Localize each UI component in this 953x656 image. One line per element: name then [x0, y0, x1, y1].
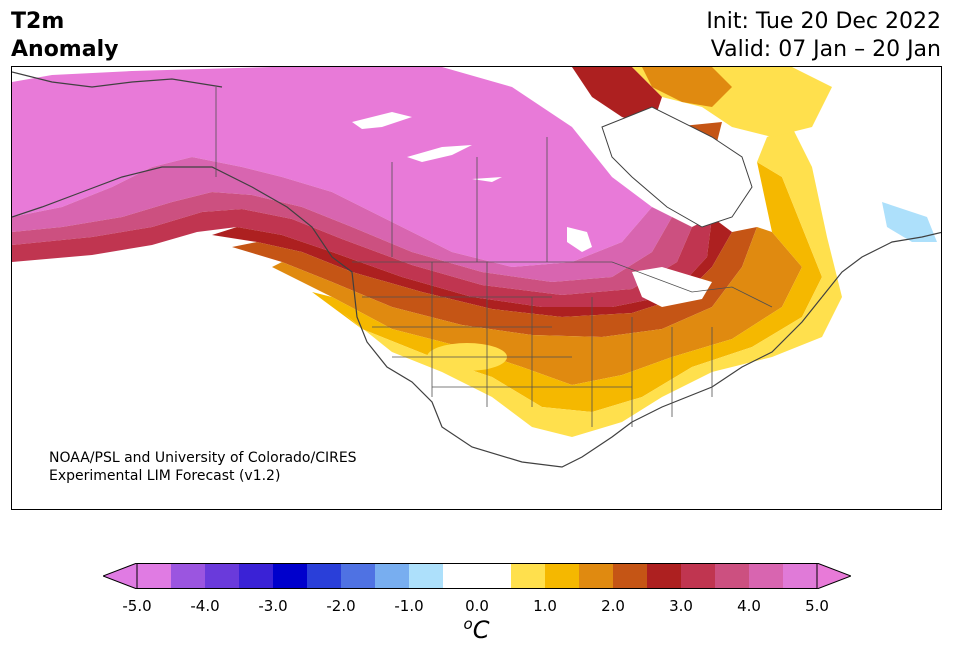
colorbar [103, 563, 851, 589]
lake-shape-2 [407, 145, 472, 162]
colorbar-tick-label: 2.0 [601, 597, 625, 615]
map-credit: NOAA/PSL and University of Colorado/CIRE… [49, 449, 357, 485]
anomaly-contour-35 [12, 209, 712, 307]
colorbar-segment [715, 563, 750, 589]
colorbar-tick-label: -3.0 [258, 597, 288, 615]
colorbar-tick-label: 3.0 [669, 597, 693, 615]
anomaly-map: NOAA/PSL and University of Colorado/CIRE… [11, 66, 942, 510]
anomaly-contour-cool [882, 202, 937, 242]
colorbar-tick-label: 5.0 [805, 597, 829, 615]
colorbar-segment [273, 563, 308, 589]
colorbar-segment [783, 563, 818, 589]
colorbar-tick-label: -1.0 [394, 597, 424, 615]
hudson-bay [601, 106, 753, 228]
anomaly-contour-5 [12, 67, 652, 267]
colorbar-segment [239, 563, 274, 589]
colorbar-frame [136, 563, 818, 589]
map-title: T2m Anomaly [11, 8, 118, 64]
colorbar-segment [443, 563, 478, 589]
colorbar-segment [511, 563, 546, 589]
unit-letter: C [472, 616, 490, 644]
map-canvas [12, 67, 941, 468]
lake-shape-3 [567, 227, 592, 252]
title-variable: T2m [11, 9, 65, 34]
colorbar-segment [579, 563, 614, 589]
colorbar-segments [137, 563, 818, 589]
colorbar-segment [409, 563, 444, 589]
anomaly-contour-25 [232, 227, 757, 337]
colorbar-segment [205, 563, 240, 589]
colorbar-tick-label: -2.0 [326, 597, 356, 615]
anomaly-contour-45 [12, 157, 672, 282]
valid-period: Valid: 07 Jan – 20 Jan [710, 37, 941, 62]
colorbar-max-extend [816, 563, 851, 589]
coastlines [12, 71, 941, 468]
colorbar-segment [171, 563, 206, 589]
colorbar-segment [477, 563, 512, 589]
colorbar-tick-label: -5.0 [122, 597, 152, 615]
borders [215, 87, 773, 427]
forecast-dates: Init: Tue 20 Dec 2022 Valid: 07 Jan – 20… [706, 8, 941, 64]
anomaly-contour-4 [12, 192, 692, 295]
colorbar-segment [647, 563, 682, 589]
colorbar-segment [681, 563, 716, 589]
lake-shape-4 [472, 177, 502, 182]
lake-shape-1 [352, 112, 412, 129]
colorbar-tick-label: -4.0 [190, 597, 220, 615]
colorbar-segment [375, 563, 410, 589]
colorbar-tick-labels: -5.0 -4.0 -3.0 -2.0 -1.0 0.0 1.0 2.0 3.0 4.0 5.0 [0, 597, 953, 617]
colorbar-segment [307, 563, 342, 589]
title-variable-sub: Anomaly [11, 37, 119, 62]
colorbar-unit-label: oC [0, 615, 953, 644]
anomaly-contour-north-2 [642, 67, 732, 107]
colorbar-segment [749, 563, 784, 589]
colorbar-segment [613, 563, 648, 589]
credit-line-1: NOAA/PSL and University of Colorado/CIRE… [49, 450, 357, 466]
anomaly-contour-2 [272, 227, 802, 385]
colorbar-tick-label: 4.0 [737, 597, 761, 615]
unit-degree: o [463, 615, 473, 633]
colorbar-segment [545, 563, 580, 589]
colorbar-segment [341, 563, 376, 589]
anomaly-contour-1 [342, 127, 842, 437]
colorbar-segment [137, 563, 172, 589]
colorbar-min-extend [103, 563, 138, 589]
init-date: Init: Tue 20 Dec 2022 [706, 9, 941, 34]
colorbar-tick-label: 1.0 [533, 597, 557, 615]
colorbar-tick-label: 0.0 [465, 597, 489, 615]
credit-line-2: Experimental LIM Forecast (v1.2) [49, 468, 281, 484]
